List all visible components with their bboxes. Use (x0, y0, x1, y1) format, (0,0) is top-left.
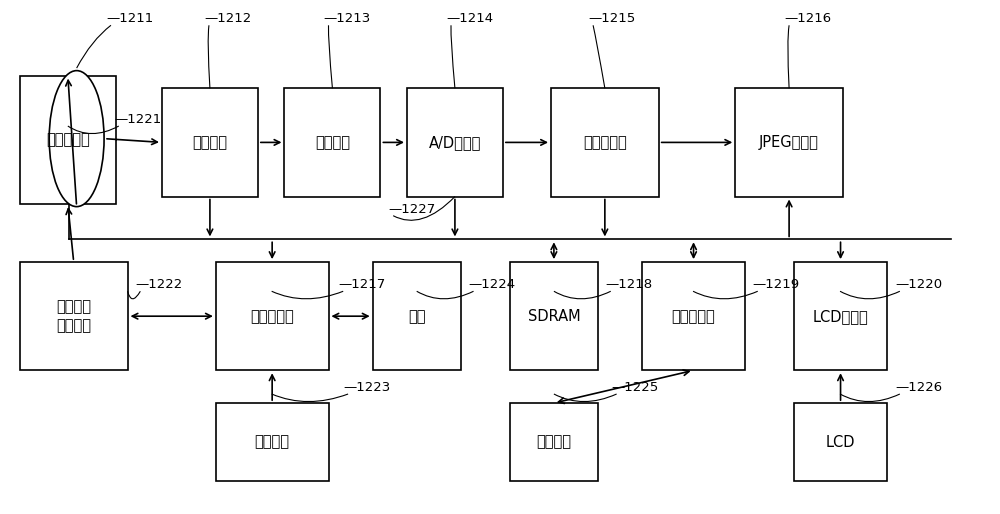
Text: 镜头驱动
控制电路: 镜头驱动 控制电路 (56, 299, 91, 334)
Text: 微型计算机: 微型计算机 (250, 309, 294, 324)
Bar (373, 262, 461, 370)
Text: A/D转换器: A/D转换器 (429, 135, 481, 150)
Bar (216, 262, 328, 370)
Text: LCD: LCD (826, 435, 855, 450)
Text: LCD驱动器: LCD驱动器 (813, 309, 868, 324)
Text: 图像处理器: 图像处理器 (583, 135, 627, 150)
Text: 摄像电路: 摄像电路 (315, 135, 350, 150)
Text: —1225: —1225 (612, 381, 659, 394)
Bar (20, 262, 128, 370)
Text: 记录介质: 记录介质 (536, 435, 571, 450)
Bar (510, 262, 598, 370)
Text: —1217: —1217 (338, 278, 386, 291)
Text: —1220: —1220 (895, 278, 942, 291)
Text: —1219: —1219 (753, 278, 800, 291)
Text: —1223: —1223 (343, 381, 390, 394)
Bar (20, 76, 116, 204)
Text: —1214: —1214 (446, 12, 493, 25)
Text: —1213: —1213 (324, 12, 371, 25)
Text: SDRAM: SDRAM (528, 309, 580, 324)
Text: —1211: —1211 (106, 12, 153, 25)
Text: —1222: —1222 (135, 278, 183, 291)
Text: —1221: —1221 (114, 113, 161, 126)
Ellipse shape (49, 70, 104, 207)
Text: —1218: —1218 (606, 278, 653, 291)
Text: —1226: —1226 (895, 381, 942, 394)
Bar (216, 403, 328, 481)
Bar (794, 403, 887, 481)
Bar (735, 88, 843, 196)
Bar (284, 88, 380, 196)
Bar (642, 262, 745, 370)
Text: 镜头驱动器: 镜头驱动器 (46, 133, 90, 148)
Text: 存储器接口: 存储器接口 (672, 309, 715, 324)
Text: —1212: —1212 (204, 12, 251, 25)
Bar (510, 403, 598, 481)
Bar (794, 262, 887, 370)
Text: JPEG处理器: JPEG处理器 (759, 135, 819, 150)
Text: —1215: —1215 (588, 12, 635, 25)
Text: —1216: —1216 (784, 12, 831, 25)
Bar (551, 88, 659, 196)
Text: 摄像元件: 摄像元件 (192, 135, 227, 150)
Text: 闪存: 闪存 (408, 309, 425, 324)
Text: —1227: —1227 (388, 203, 436, 216)
Bar (162, 88, 258, 196)
Text: 操作单元: 操作单元 (255, 435, 290, 450)
Bar (407, 88, 503, 196)
Text: —1224: —1224 (469, 278, 516, 291)
